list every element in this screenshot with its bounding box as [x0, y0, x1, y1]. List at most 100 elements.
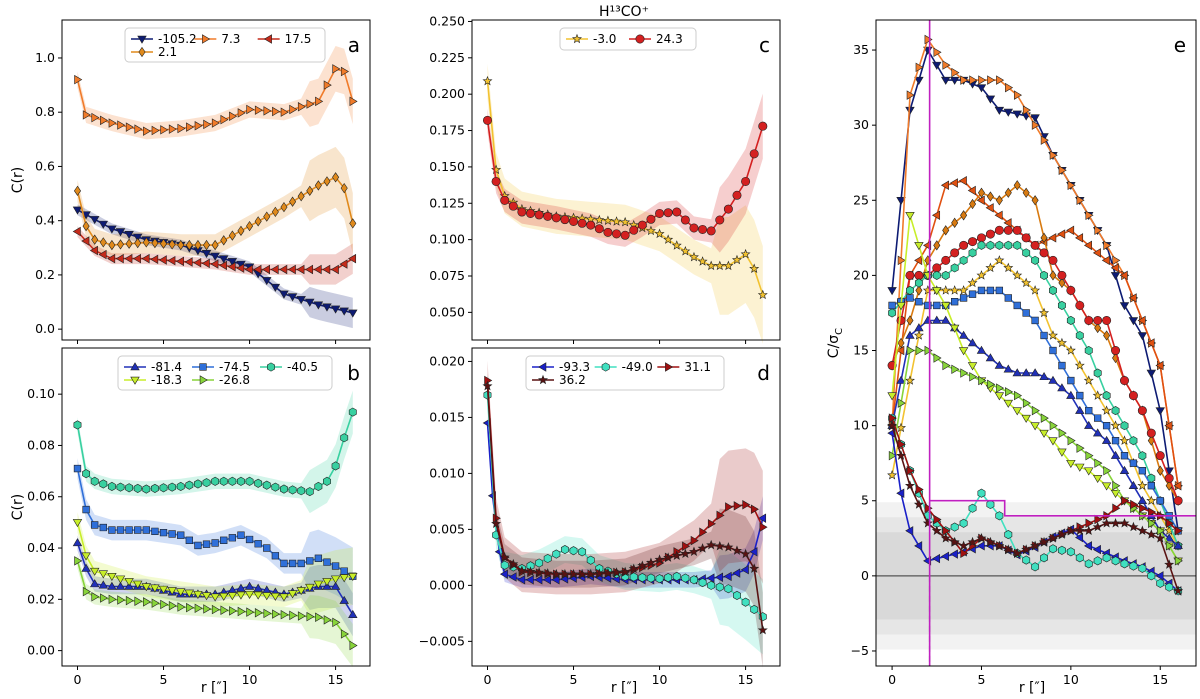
point--26.8-24: [1103, 465, 1112, 476]
point-36.2-21: [1074, 525, 1085, 536]
point--74.5-22: [263, 544, 271, 552]
point-7.3-1: [82, 110, 91, 120]
point--93.3-3: [914, 541, 923, 551]
magenta-threshold: [929, 499, 1196, 517]
point--40.5-11: [986, 240, 995, 250]
point-36.2-30: [1155, 533, 1166, 543]
point--74.5-17: [1040, 331, 1048, 340]
point-24.3-18: [637, 220, 647, 230]
point-17.5-27: [304, 264, 314, 275]
point--26.8-0: [74, 556, 83, 566]
point-24.3-25: [698, 224, 708, 234]
point--49.0-22: [672, 571, 681, 581]
point-17.5-21: [1075, 233, 1084, 243]
band--40.5: [77, 390, 353, 514]
point-36.2-6: [940, 533, 951, 543]
legend-label--40.5: -40.5: [287, 360, 318, 374]
point--49.0-30: [1156, 578, 1165, 588]
point--105.2-11: [985, 95, 996, 104]
point-36.2-27: [714, 540, 725, 551]
point-36.2-19: [1056, 529, 1067, 539]
point-7.3-19: [237, 108, 246, 118]
axes-frame: [61, 19, 371, 341]
point-2.1-27: [306, 185, 314, 196]
point-2.1-3: [99, 237, 107, 248]
point-36.2-14: [602, 567, 613, 578]
point--74.5-27: [306, 557, 314, 565]
point--26.8-10: [160, 599, 169, 610]
point--3.0-19: [645, 225, 656, 236]
point--49.0-7: [950, 522, 959, 532]
point-24.3-15: [1021, 233, 1031, 243]
ytick-label-3: 0.010: [429, 465, 465, 480]
point--105.2-4: [107, 225, 117, 234]
point--3.0-12: [994, 255, 1005, 265]
point-7.3-31: [340, 66, 349, 77]
legend-label--26.8: -26.8: [219, 373, 250, 387]
point-17.5-19: [1057, 229, 1066, 239]
point-7.3-5: [117, 120, 126, 130]
point--26.8-13: [1005, 387, 1014, 397]
legend: -93.3 -49.0 31.1 36.2: [525, 355, 725, 391]
point--3.0-25: [697, 256, 708, 266]
point-24.3-28: [723, 204, 733, 214]
point-36.2-29: [731, 545, 742, 555]
point-31.1-22: [1085, 518, 1094, 529]
point--93.3-7: [949, 549, 958, 559]
point--18.3-25: [1110, 489, 1121, 499]
point-24.3-9: [968, 237, 978, 247]
point--81.4-21: [1075, 405, 1085, 414]
point-2.1-10: [977, 187, 985, 198]
point-7.3-0: [74, 74, 83, 85]
point--26.8-6: [125, 595, 134, 606]
ytick-label-1: 0: [861, 568, 869, 583]
point-36.2-18: [637, 560, 648, 571]
legend-label-7.3: 7.3: [221, 32, 240, 46]
ytick-label-4: 0.8: [35, 104, 55, 119]
point--49.0-17: [629, 572, 638, 582]
axes-frame: [875, 19, 1197, 667]
point--3.0-25: [1110, 420, 1121, 430]
point-24.3-12: [994, 225, 1004, 235]
point-2.1-7: [951, 217, 959, 228]
ytick-label-7: 0.225: [429, 50, 465, 65]
ytick-label-1: 0.000: [429, 577, 465, 592]
legend-label--105.2: -105.2: [158, 32, 197, 46]
point-2.1-4: [108, 239, 116, 251]
point--3.0-1: [491, 164, 502, 175]
point-31.1-26: [1121, 496, 1130, 506]
point-2.1-10: [160, 238, 168, 249]
point-36.2-4: [516, 565, 527, 576]
point-7.3-27: [306, 99, 315, 109]
point-31.1-25: [699, 527, 708, 537]
point--93.3-33: [758, 513, 767, 523]
point--105.2-25: [287, 293, 298, 302]
point-36.2-15: [1021, 544, 1032, 554]
point--18.3-29: [322, 578, 332, 587]
point--26.8-13: [186, 602, 195, 613]
point-2.1-23: [1094, 322, 1102, 334]
point--18.3-11: [167, 587, 177, 596]
point--105.2-25: [1110, 272, 1121, 281]
point--26.8-23: [272, 609, 281, 619]
legend-marker-36.2: [538, 374, 548, 385]
point--74.5-0: [888, 301, 896, 310]
point-17.5-25: [1110, 263, 1119, 273]
point--74.5-5: [116, 526, 125, 534]
point--74.5-16: [1031, 316, 1039, 325]
point--3.0-29: [1146, 495, 1157, 505]
point-2.1-19: [237, 225, 245, 236]
point-2.1-1: [82, 220, 90, 232]
point--105.2-26: [296, 296, 306, 305]
point--81.4-4: [107, 581, 117, 590]
point-31.1-32: [1174, 526, 1183, 536]
ytick-label-6: 25: [853, 192, 869, 207]
point-36.2-23: [680, 548, 691, 558]
point--74.5-14: [194, 541, 202, 550]
point--74.5-19: [1058, 361, 1066, 370]
axes-frame: [471, 19, 781, 341]
point--18.3-18: [1048, 437, 1058, 446]
point--3.0-0: [482, 75, 493, 86]
point-36.2-12: [585, 568, 596, 579]
point-31.1-27: [716, 510, 725, 521]
